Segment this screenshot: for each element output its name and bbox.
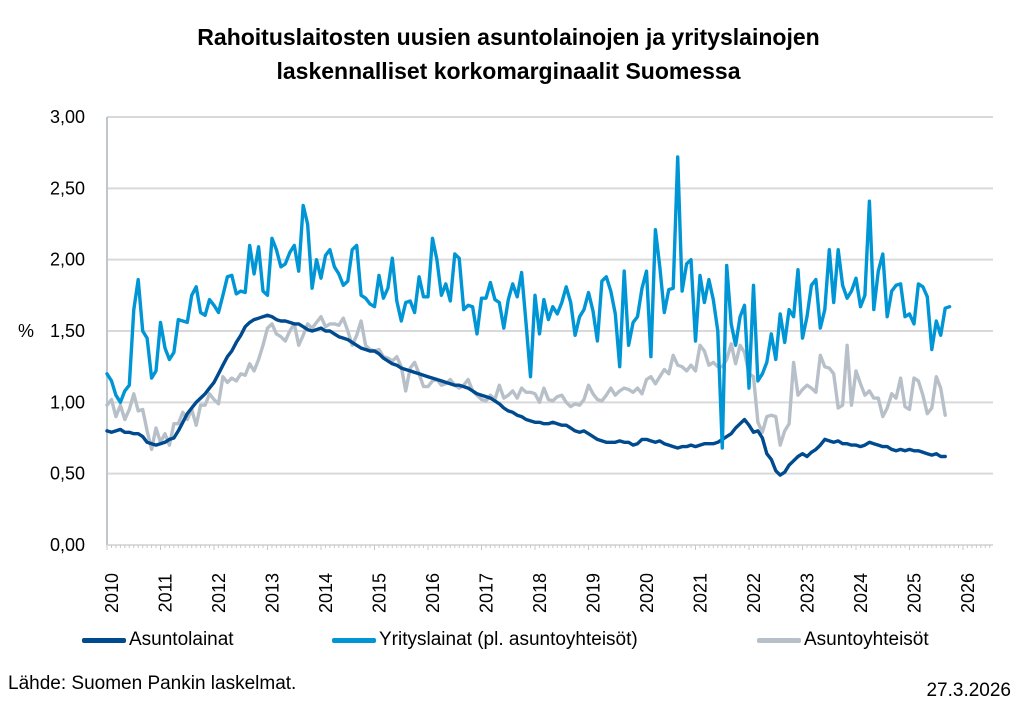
y-tick-label: 1,50 (50, 321, 85, 341)
publication-date: 27.3.2026 (926, 680, 1011, 701)
x-tick-label: 2023 (798, 573, 818, 613)
x-tick-label: 2016 (423, 573, 443, 613)
line-chart: 0,00 0,50 1,00 1,50 2,00 2,50 3,00 2010 2011 2012… (50, 107, 993, 613)
legend-label: Yrityslainat (pl. asuntoyhteisöt) (379, 629, 638, 650)
chart-title-line-2: laskennalliset korkomarginaalit Suomessa (276, 58, 741, 84)
x-tick-label: 2021 (691, 573, 711, 613)
chart-title-line-1: Rahoituslaitosten uusien asuntolainojen … (197, 24, 820, 50)
x-tick-label: 2017 (477, 573, 497, 613)
x-tick-label: 2025 (905, 573, 925, 613)
series-line-asuntolainat (105, 313, 947, 477)
source-note: Lähde: Suomen Pankin laskelmat. (8, 673, 297, 694)
y-tick-label: 0,00 (50, 535, 85, 555)
y-tick-label: 2,50 (50, 178, 85, 198)
x-tick-label: 2014 (316, 573, 336, 613)
x-tick-label: 2018 (530, 573, 550, 613)
y-axis-label: % (18, 321, 35, 341)
legend-item-asuntolainat: Asuntolainat (82, 628, 234, 652)
x-tick-label: 2022 (744, 573, 764, 613)
legend-item-asuntoyhteisot: Asuntoyhteisöt (757, 628, 929, 652)
legend-swatch (332, 637, 376, 643)
x-tick-label: 2024 (851, 573, 871, 613)
legend-label: Asuntolainat (129, 629, 234, 650)
legend-item-yrityslainat: Yrityslainat (pl. asuntoyhteisöt) (332, 628, 638, 652)
x-tick-label: 2015 (370, 573, 390, 613)
x-tick-label: 2013 (263, 573, 283, 613)
x-tick-label: 2012 (209, 573, 229, 613)
series-line-asuntoyhteisot (105, 315, 947, 452)
x-tick-label: 2020 (637, 573, 657, 613)
legend-swatch (82, 637, 126, 643)
x-tick-label: 2011 (156, 574, 176, 613)
x-tick-label: 2010 (102, 573, 122, 613)
legend-label: Asuntoyhteisöt (804, 629, 929, 650)
x-tick-label: 2026 (958, 573, 978, 613)
y-tick-label: 0,50 (50, 464, 85, 484)
y-tick-label: 3,00 (50, 107, 85, 127)
series-line-yrityslainat (105, 155, 952, 450)
y-tick-label: 2,00 (50, 250, 85, 270)
y-tick-label: 1,00 (50, 392, 85, 412)
legend-swatch (757, 637, 801, 643)
x-tick-label: 2019 (584, 573, 604, 613)
chart-title: Rahoituslaitosten uusien asuntolainojen … (0, 20, 1017, 88)
